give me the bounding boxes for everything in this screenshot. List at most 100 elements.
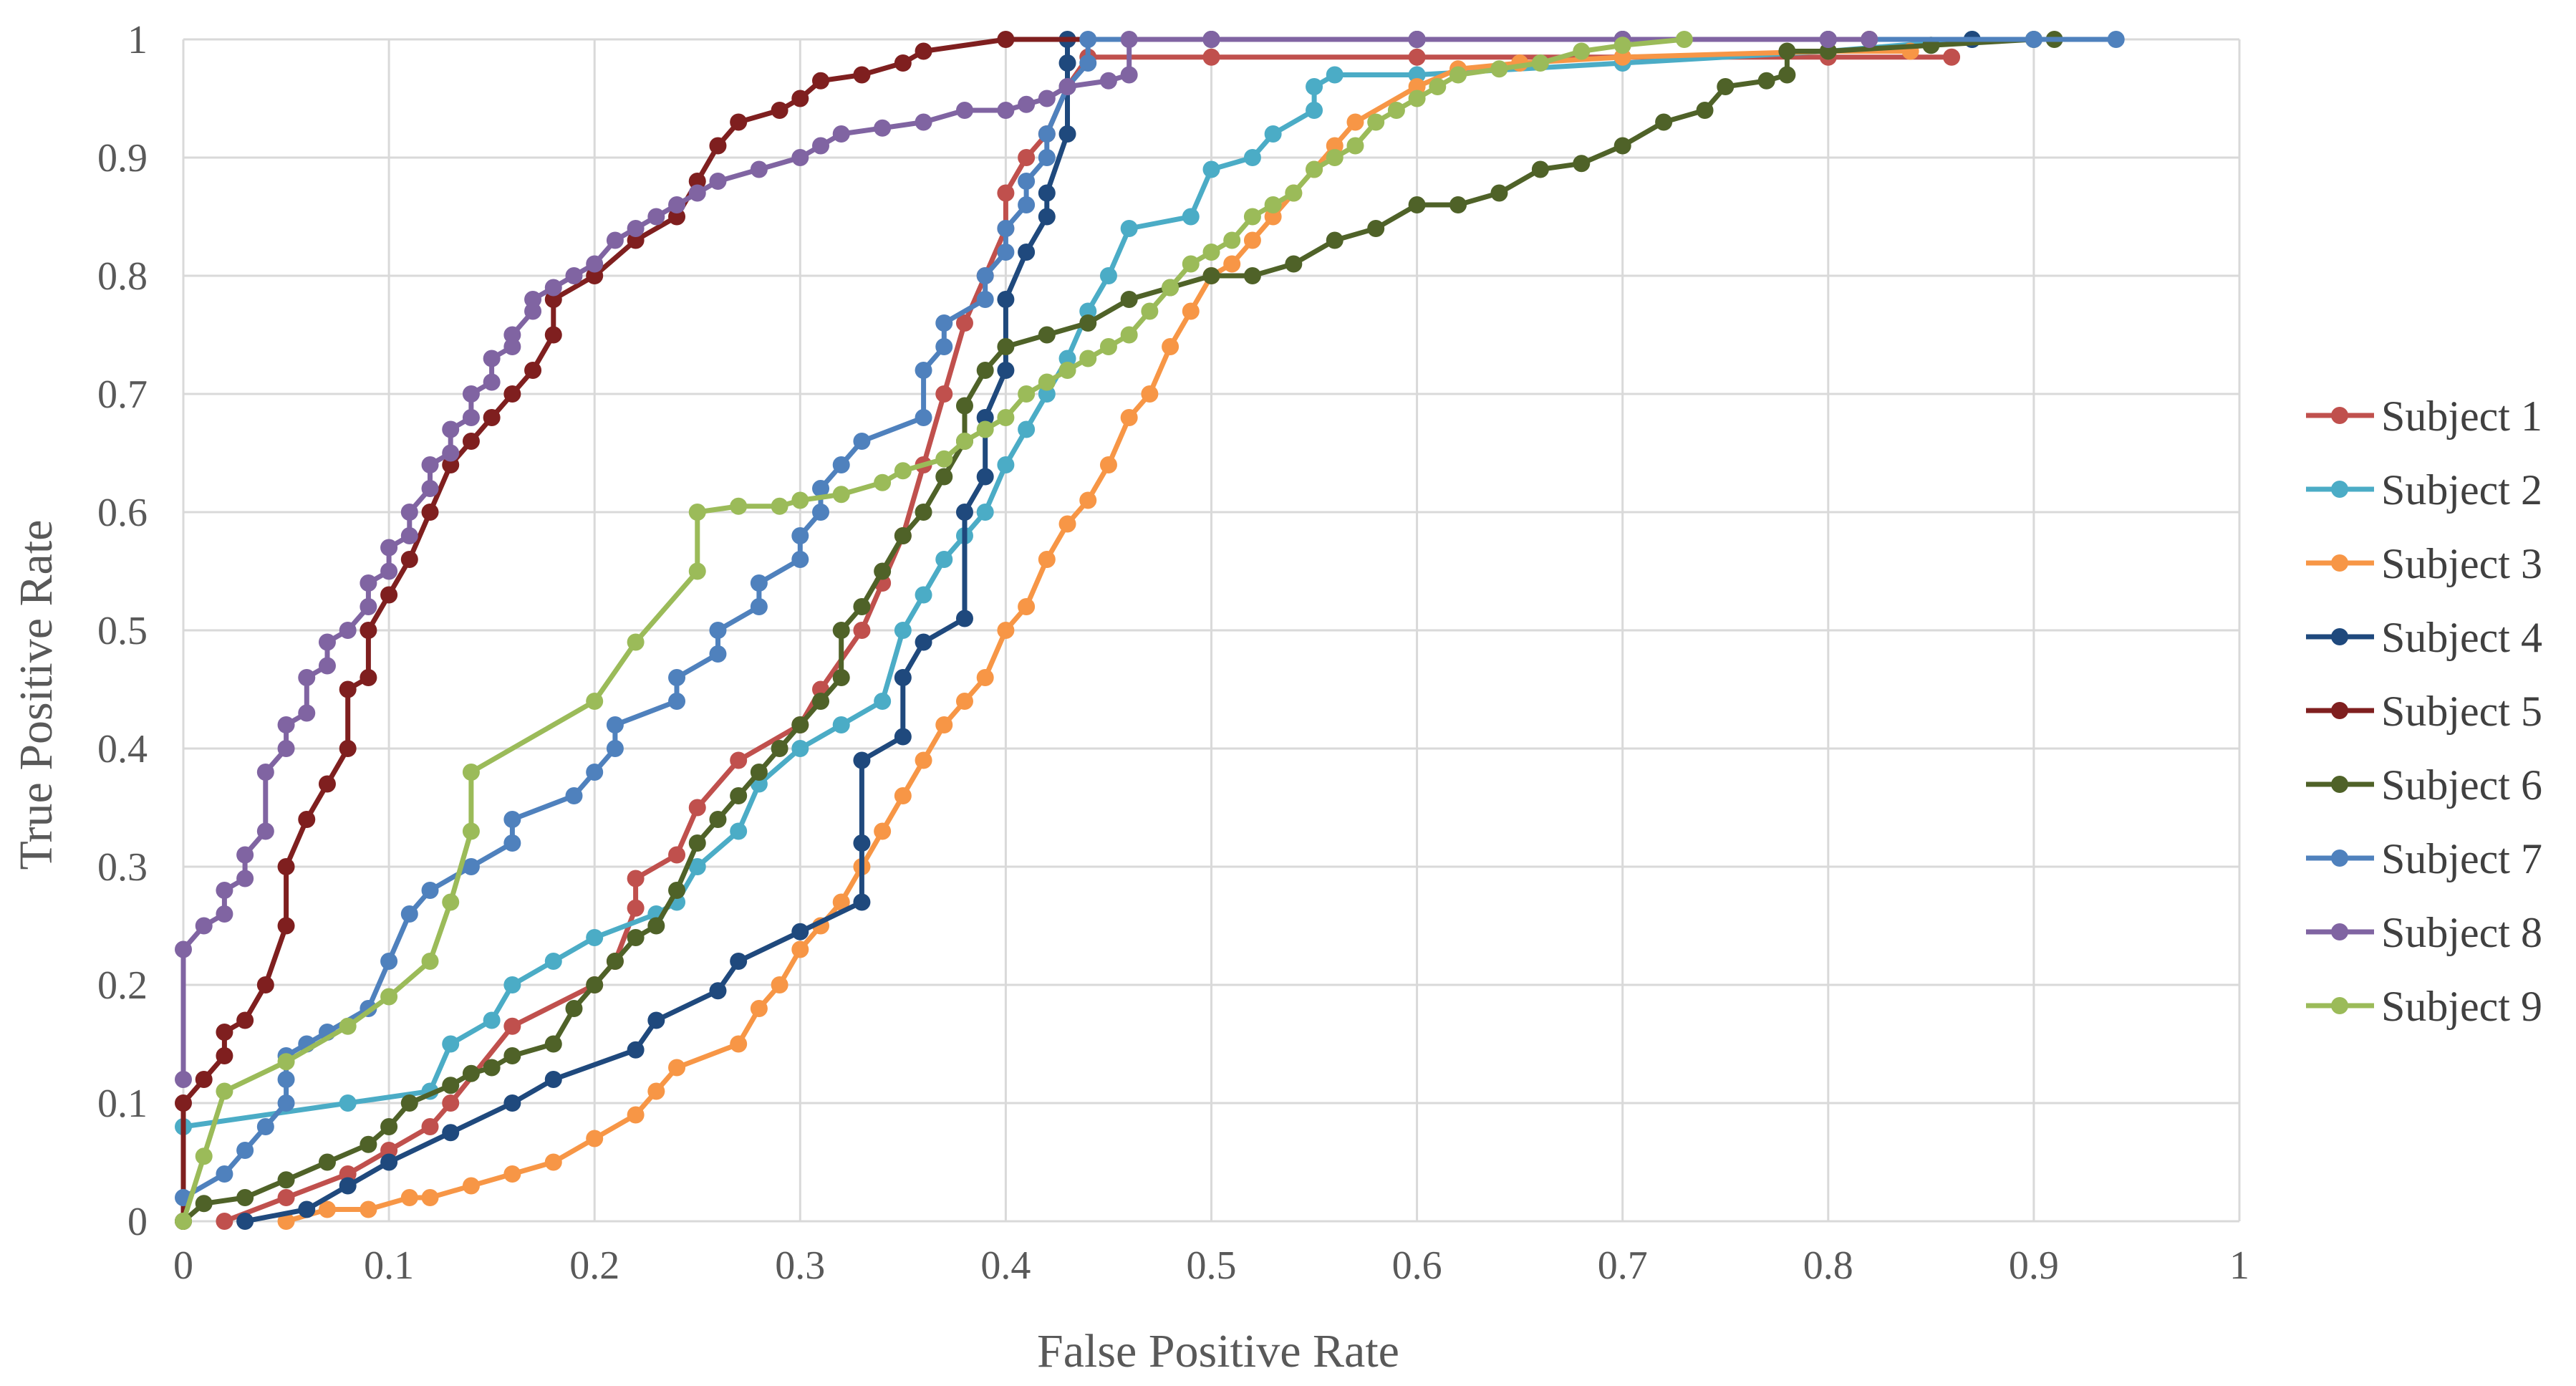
data-point	[668, 1059, 686, 1077]
data-point	[216, 1213, 233, 1230]
data-point	[997, 622, 1015, 639]
data-point	[462, 385, 480, 403]
data-point	[236, 1189, 254, 1206]
data-point	[586, 693, 604, 710]
data-point	[1058, 362, 1076, 379]
data-point	[1182, 208, 1200, 226]
data-point	[955, 314, 973, 332]
data-point	[339, 1017, 357, 1035]
data-point	[1264, 196, 1282, 213]
data-point	[1120, 220, 1138, 237]
data-point	[421, 480, 439, 497]
legend: Subject 1 Subject 2 Subject 3 Subject 4 Subj…	[2306, 393, 2542, 1030]
legend-swatch-marker	[2331, 407, 2348, 424]
data-point	[1038, 551, 1056, 568]
data-point	[771, 497, 788, 515]
data-point	[1120, 326, 1138, 344]
data-point	[1326, 231, 1344, 249]
axes: 0 0.1 0.2 0.3 0.4 0.5 0.6 0.7 0.8 0.9 1 0 0.1 0.2 0.3 0…	[97, 18, 2249, 1288]
data-point	[606, 231, 624, 249]
data-point	[175, 1213, 192, 1230]
data-point	[277, 917, 295, 935]
data-point	[421, 504, 439, 521]
data-point	[791, 940, 809, 958]
data-point	[2025, 31, 2042, 48]
data-point	[236, 870, 254, 887]
data-point	[1449, 66, 1467, 84]
data-point	[380, 1118, 398, 1135]
data-point	[586, 929, 604, 946]
data-point	[853, 751, 871, 769]
data-point	[216, 905, 233, 923]
data-point	[688, 799, 706, 817]
data-point	[1058, 350, 1076, 367]
legend-swatch-marker	[2331, 702, 2348, 719]
data-point	[503, 338, 521, 355]
data-point	[750, 598, 768, 615]
data-point	[400, 551, 418, 568]
x-tick-label: 0.6	[1392, 1243, 1442, 1288]
x-tick-label: 0.2	[569, 1243, 619, 1288]
data-point	[853, 834, 871, 852]
data-point	[1387, 102, 1405, 119]
series-4	[236, 31, 1981, 1230]
data-point	[380, 586, 398, 604]
data-point	[709, 173, 727, 190]
data-point	[216, 882, 233, 899]
data-point	[1490, 60, 1508, 78]
y-tick-label: 0.8	[97, 254, 148, 299]
legend-item: Subject 4	[2306, 614, 2542, 661]
data-point	[1079, 302, 1097, 320]
data-point	[318, 1153, 336, 1171]
x-tick-label: 0.9	[2009, 1243, 2059, 1288]
data-point	[236, 1213, 254, 1230]
data-point	[503, 976, 521, 993]
data-point	[1038, 184, 1056, 202]
data-point	[544, 279, 562, 297]
data-point	[442, 420, 460, 438]
data-point	[1058, 125, 1076, 143]
data-point	[544, 291, 562, 308]
data-point	[1613, 48, 1631, 66]
data-point	[503, 385, 521, 403]
y-tick-label: 0.1	[97, 1082, 148, 1126]
data-point	[627, 633, 645, 651]
data-point	[503, 1047, 521, 1064]
data-point	[894, 527, 912, 544]
data-point	[503, 326, 521, 344]
series-line	[285, 49, 1911, 1224]
data-point	[915, 633, 932, 651]
data-point	[483, 409, 501, 426]
data-point	[668, 693, 686, 710]
data-point	[1018, 173, 1036, 190]
data-point	[915, 362, 932, 379]
legend-label: Subject 2	[2381, 466, 2542, 514]
data-point	[1408, 31, 1426, 48]
series-lines	[175, 31, 2125, 1230]
data-point	[997, 456, 1015, 473]
data-point	[688, 173, 706, 190]
data-point	[1141, 385, 1159, 403]
legend-swatch-marker	[2331, 481, 2348, 498]
data-point	[874, 473, 892, 491]
data-point	[1757, 72, 1775, 90]
data-point	[1018, 244, 1036, 261]
data-point	[1408, 66, 1426, 84]
data-point	[1182, 302, 1200, 320]
data-point	[360, 1135, 377, 1153]
data-point	[195, 1071, 213, 1088]
data-point	[1079, 54, 1097, 72]
data-point	[874, 562, 892, 580]
data-point	[400, 527, 418, 544]
data-point	[853, 598, 871, 615]
legend-label: Subject 9	[2381, 983, 2542, 1030]
data-point	[586, 267, 604, 284]
data-point	[236, 846, 254, 864]
data-point	[935, 385, 953, 403]
data-point	[1058, 515, 1076, 533]
series-line	[182, 37, 2116, 1200]
data-point	[1018, 149, 1036, 166]
data-point	[1202, 48, 1220, 66]
data-point	[1573, 155, 1591, 173]
